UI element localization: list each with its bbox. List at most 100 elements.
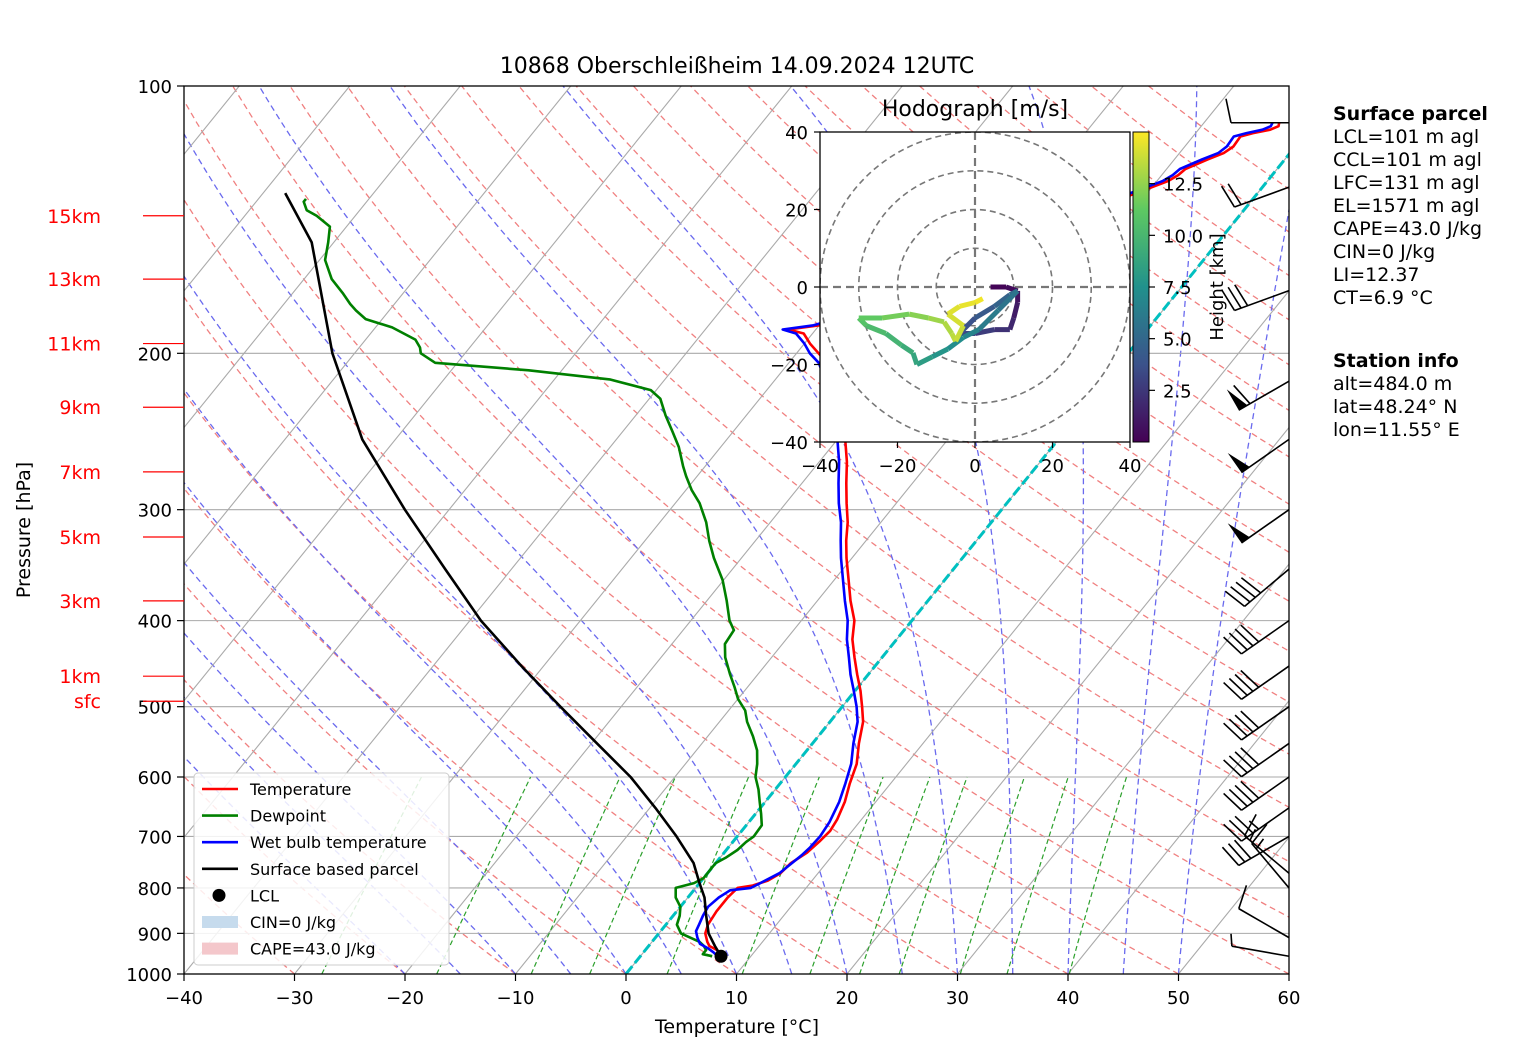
- hodograph-x-tick-label: −40: [801, 456, 839, 477]
- parcel-info-line: CT=6.9 °C: [1333, 287, 1488, 310]
- barb-flag: [1229, 633, 1247, 650]
- wind-barb: [1222, 836, 1289, 865]
- height-label: 15km: [47, 206, 101, 228]
- station-info-line: alt=484.0 m: [1333, 373, 1460, 396]
- hodograph-y-tick-label: −40: [770, 433, 808, 454]
- y-tick-label: 300: [138, 501, 172, 522]
- legend-label: Surface based parcel: [250, 860, 419, 879]
- parcel-info-line: LI=12.37: [1333, 264, 1488, 287]
- hodograph-x-tick-label: 20: [1041, 456, 1064, 477]
- wind-barb: [1224, 777, 1289, 810]
- hodograph-x-tick-label: 0: [969, 456, 980, 477]
- barb-flag: [1241, 711, 1259, 728]
- legend-swatch: [213, 889, 226, 902]
- barb-flag: [1241, 578, 1260, 593]
- legend-label: Dewpoint: [250, 807, 326, 826]
- barb-flag: [1235, 785, 1253, 802]
- height-label: 1km: [59, 666, 101, 688]
- hodograph-y-tick-label: −20: [770, 356, 808, 377]
- x-tick-label: 0: [620, 988, 631, 1009]
- x-tick-label: 60: [1278, 988, 1301, 1009]
- mixing-ratio-line: [437, 777, 531, 974]
- x-tick-label: 10: [725, 988, 748, 1009]
- hodograph-x-tick-label: −20: [879, 456, 917, 477]
- height-label: 7km: [59, 462, 101, 484]
- colorbar-tick-label: 2.5: [1163, 381, 1192, 402]
- barb-flag: [1222, 847, 1238, 865]
- barb-flag: [1229, 679, 1247, 696]
- y-tick-label: 200: [138, 344, 172, 365]
- station-info-title: Station info: [1333, 350, 1460, 373]
- barb-flag: [1224, 824, 1242, 841]
- barb-staff: [1245, 836, 1289, 873]
- wind-barb: [1224, 621, 1289, 654]
- hodograph-y-tick-label: 0: [797, 278, 808, 299]
- barb-staff: [1239, 836, 1289, 865]
- barb-flag: [1224, 793, 1242, 810]
- wind-barb: [1225, 569, 1289, 606]
- height-label: sfc: [74, 691, 101, 713]
- barb-flag: [1235, 752, 1253, 769]
- station-info-panel: Station info alt=484.0 m lat=48.24° N lo…: [1333, 350, 1460, 442]
- barb-staff: [1245, 569, 1289, 606]
- lcl-marker: [715, 950, 728, 963]
- hodograph-segment: [975, 299, 983, 303]
- height-label: 11km: [47, 334, 101, 356]
- hodograph-title: Hodograph [m/s]: [882, 97, 1068, 122]
- y-tick-label: 900: [138, 924, 172, 945]
- y-tick-label: 600: [138, 768, 172, 789]
- barb-flag: [1224, 637, 1242, 654]
- chart-title: 10868 Oberschleißheim 14.09.2024 12UTC: [500, 54, 975, 79]
- barb-flag: [1229, 756, 1247, 773]
- mixing-ratio-line: [960, 777, 1024, 974]
- barb-flag: [1226, 99, 1231, 123]
- legend-label: CIN=0 J/kg: [250, 913, 336, 932]
- barb-staff: [1252, 844, 1289, 888]
- x-tick-label: 20: [836, 988, 859, 1009]
- y-tick-label: 100: [138, 77, 172, 98]
- parcel-info-line: CIN=0 J/kg: [1333, 241, 1488, 264]
- mixing-ratio-line: [860, 777, 930, 974]
- x-tick-label: −10: [497, 988, 535, 1009]
- station-info-line: lon=11.55° E: [1333, 419, 1460, 442]
- x-tick-label: −20: [386, 988, 424, 1009]
- station-info-line: lat=48.24° N: [1333, 396, 1460, 419]
- y-tick-label: 400: [138, 612, 172, 633]
- barb-flag: [1224, 683, 1242, 700]
- legend-label: Temperature: [249, 780, 351, 799]
- barb-flag: [1222, 186, 1235, 207]
- x-axis-label: Temperature [°C]: [654, 1016, 819, 1038]
- hodograph-y-tick-label: 20: [785, 201, 808, 222]
- barb-flag: [1228, 184, 1241, 205]
- barb-flag: [1236, 582, 1255, 597]
- height-label: 5km: [59, 527, 101, 549]
- parcel-info-line: CAPE=43.0 J/kg: [1333, 218, 1488, 241]
- barb-staff: [1241, 777, 1289, 810]
- x-tick-label: 40: [1057, 988, 1080, 1009]
- barb-staff: [1232, 946, 1289, 956]
- mixing-ratio-line: [1069, 777, 1126, 974]
- x-tick-label: −40: [165, 988, 203, 1009]
- legend-label: Wet bulb temperature: [250, 833, 427, 852]
- mixing-ratio-line: [531, 777, 620, 974]
- barb-flag: [1241, 670, 1259, 687]
- legend-swatch: [202, 943, 238, 955]
- height-label: 9km: [59, 397, 101, 419]
- parcel-info-line: CCL=101 m agl: [1333, 149, 1488, 172]
- legend-label: LCL: [250, 886, 279, 905]
- barb-flag: [1235, 715, 1253, 732]
- wind-barb: [1228, 439, 1289, 472]
- colorbar-tick-label: 10.0: [1163, 226, 1203, 247]
- x-tick-label: 50: [1167, 988, 1190, 1009]
- wind-barb: [1239, 885, 1289, 937]
- barb-flag: [1239, 885, 1247, 908]
- barb-flag: [1229, 820, 1247, 837]
- y-tick-label: 800: [138, 879, 172, 900]
- barb-flag: [1229, 844, 1245, 862]
- wind-barb: [1226, 99, 1289, 123]
- mixing-ratio-line: [590, 777, 676, 974]
- height-label: 3km: [59, 591, 101, 613]
- height-label: 13km: [47, 269, 101, 291]
